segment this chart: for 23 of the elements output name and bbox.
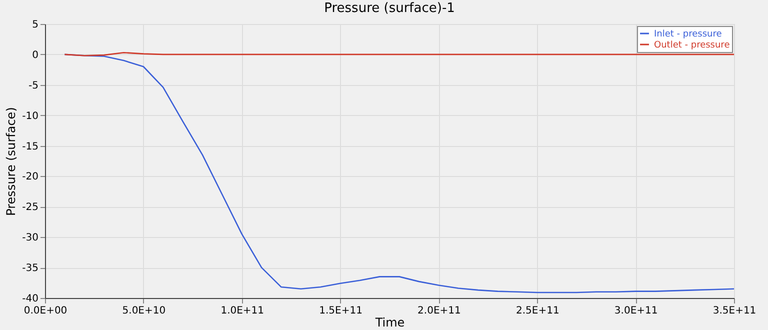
x-tick-label: 3.0E+11 <box>614 306 658 316</box>
x-tick-label: 2.5E+11 <box>516 306 560 316</box>
x-tick-label: 5.0E+10 <box>122 306 166 316</box>
y-tick-label: -40 <box>22 294 38 304</box>
y-tick-label: -25 <box>22 202 38 214</box>
chart-title: Pressure (surface)-1 <box>324 1 455 16</box>
x-axis-title: Time <box>374 316 405 330</box>
legend-label: Inlet - pressure <box>654 30 722 40</box>
legend-label: Outlet - pressure <box>654 40 730 50</box>
y-tick-label: -35 <box>22 263 38 274</box>
x-tick-label: 1.0E+11 <box>220 306 264 316</box>
y-tick-label: -20 <box>22 172 38 183</box>
y-tick-label: -15 <box>22 141 38 152</box>
y-tick-label: -30 <box>22 232 38 244</box>
x-tick-label: 2.0E+11 <box>418 306 461 316</box>
x-tick-label: 0.0E+00 <box>24 306 68 316</box>
y-tick-label: -10 <box>22 110 38 122</box>
y-axis-title: Pressure (surface) <box>4 107 18 216</box>
x-tick-label: 1.5E+11 <box>319 306 362 316</box>
y-tick-label: 0 <box>32 50 38 61</box>
x-tick-label: 3.5E+11 <box>712 306 756 316</box>
y-tick-label: -5 <box>28 80 38 92</box>
y-tick-label: 5 <box>32 20 38 30</box>
